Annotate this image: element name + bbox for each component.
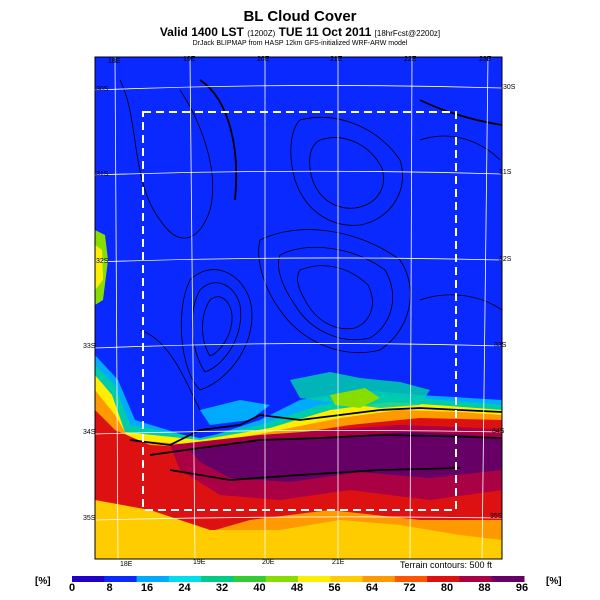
left-lat-label: 31S xyxy=(96,171,109,178)
colorbar-swatch xyxy=(168,576,202,582)
model-credit: DrJack BLIPMAP from HASP 12km GFS-initia… xyxy=(192,40,408,47)
colorbar-swatch xyxy=(394,576,428,582)
colorbar-label: 40 xyxy=(253,582,266,594)
colorbar-label: 56 xyxy=(328,582,341,594)
right-lat-label: 34S xyxy=(492,428,505,435)
top-lon-label: 18E xyxy=(108,58,121,65)
colorbar-swatch xyxy=(136,576,170,582)
top-lon-label: 23E xyxy=(479,56,492,63)
model-domain-box xyxy=(142,111,457,511)
colorbar-swatch xyxy=(459,576,493,582)
colorbar-swatch xyxy=(201,576,234,582)
bottom-lon-label: 20E xyxy=(262,559,275,566)
top-lon-label: 22E xyxy=(404,56,417,63)
map-frame xyxy=(94,56,503,560)
graticule xyxy=(95,57,502,559)
top-lon-label: 20E xyxy=(257,56,270,63)
colorbar-label: 16 xyxy=(140,582,154,594)
colorbar-swatch xyxy=(491,576,525,582)
bottom-lon-label: 18E xyxy=(120,561,133,568)
right-lat-label: 30S xyxy=(503,84,516,91)
colorbar-label: 24 xyxy=(178,582,191,594)
colorbar-unit-right: [%] xyxy=(546,576,562,587)
bottom-lon-label: 19E xyxy=(193,559,206,566)
colorbar-label: 48 xyxy=(290,582,304,594)
colorbar-label: 72 xyxy=(403,582,416,594)
colorbar-label: 96 xyxy=(515,582,529,594)
colorbar xyxy=(72,576,525,582)
right-lat-label: 32S xyxy=(499,256,512,263)
colorbar-swatch xyxy=(298,576,331,582)
colorbar-swatch xyxy=(233,576,267,582)
terrain-contours xyxy=(119,79,502,411)
left-lat-label: 34S xyxy=(83,429,96,436)
right-lat-label: 35S xyxy=(490,513,503,520)
colorbar-swatch xyxy=(72,576,105,582)
colorbar-swatch xyxy=(104,576,138,582)
colorbar-swatch xyxy=(330,576,364,582)
colorbar-label: 0 xyxy=(68,582,76,594)
top-lon-label: 21E xyxy=(330,56,343,63)
left-lat-label: 35S xyxy=(83,515,96,522)
left-lat-label: 33S xyxy=(83,343,96,350)
colorbar-swatch xyxy=(427,576,460,582)
left-lat-label: 32S xyxy=(96,258,109,265)
chart-title: BL Cloud Cover xyxy=(243,8,357,25)
colorbar-label: 64 xyxy=(365,582,379,594)
colorbar-label: 8 xyxy=(106,582,113,594)
colorbar-label: 80 xyxy=(440,582,454,594)
left-lat-label: 30S xyxy=(96,86,109,93)
terrain-contour-note: Terrain contours: 500 ft xyxy=(400,560,493,570)
colorbar-swatch xyxy=(265,576,299,582)
colorbar-unit-left: [%] xyxy=(35,576,51,587)
bottom-lon-label: 21E xyxy=(332,559,345,566)
colorbar-label: 32 xyxy=(215,582,229,594)
top-lon-label: 19E xyxy=(183,56,196,63)
colorbar-swatch xyxy=(362,576,396,582)
right-lat-label: 31S xyxy=(499,169,512,176)
valid-time: Valid 1400 LST (1200Z) TUE 11 Oct 2011 [… xyxy=(159,25,441,39)
colorbar-label: 88 xyxy=(478,582,491,594)
right-lat-label: 33S xyxy=(494,342,507,349)
